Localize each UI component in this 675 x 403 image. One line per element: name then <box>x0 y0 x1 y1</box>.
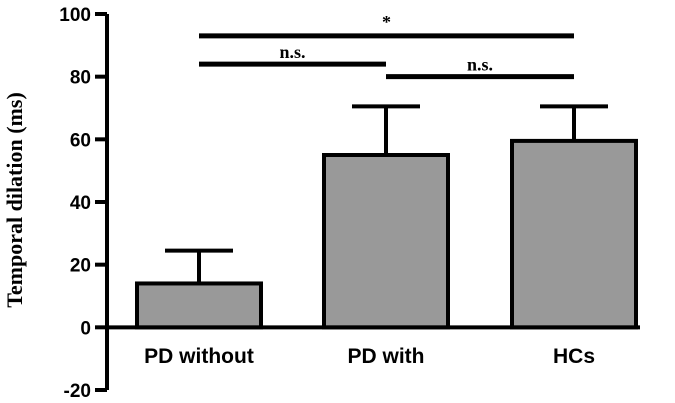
significance-label: n.s. <box>467 55 493 75</box>
error-bars <box>165 104 608 284</box>
bar <box>322 153 450 330</box>
bar <box>135 281 263 330</box>
y-tick-label: 40 <box>70 193 91 214</box>
y-tick-label: 0 <box>80 318 91 339</box>
x-category-label: PD with <box>348 345 425 368</box>
error-bar <box>352 104 420 155</box>
x-axis-categories: PD without PD with HCs <box>144 345 595 368</box>
bars <box>135 138 638 330</box>
x-category-label: PD without <box>144 345 254 368</box>
significance-bracket: n.s. <box>199 42 386 67</box>
x-category-label: HCs <box>553 345 595 368</box>
y-tick-label: 100 <box>59 5 91 26</box>
significance-label: * <box>382 12 391 32</box>
significance-bracket: * <box>199 12 574 39</box>
error-bar <box>540 104 608 141</box>
significance-label: n.s. <box>279 42 305 62</box>
y-tick-label: 80 <box>70 68 91 89</box>
y-tick-label: -20 <box>64 381 91 402</box>
significance-brackets: n.s. n.s. * <box>199 12 574 80</box>
y-axis-label: Temporal dilation (ms) <box>2 92 27 308</box>
error-bar <box>165 248 233 284</box>
y-tick-label: 20 <box>70 256 91 277</box>
y-tick-label: 60 <box>70 130 91 151</box>
significance-bracket: n.s. <box>386 55 574 80</box>
bar <box>510 138 638 330</box>
